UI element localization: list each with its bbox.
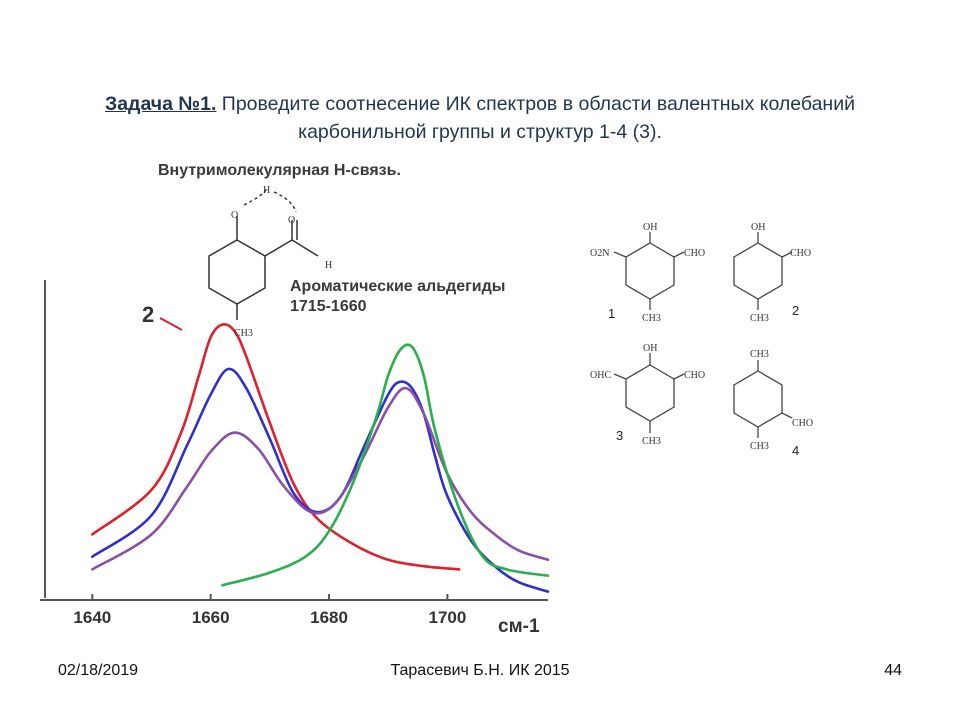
s4-bottom: CH3 xyxy=(750,441,769,452)
s3-right: CHO xyxy=(684,370,705,381)
s4-number: 4 xyxy=(792,443,799,458)
x-tick-label: 1680 xyxy=(310,608,348,627)
s2-number: 2 xyxy=(792,303,799,318)
structure-3: OH OHC CHO CH3 3 xyxy=(590,343,705,447)
title-text: Проведите соотнесение ИК спектров в обла… xyxy=(216,93,855,115)
s2-right: CHO xyxy=(790,248,811,259)
series-label-leader xyxy=(159,317,183,331)
spectrum-line-2 xyxy=(91,367,550,593)
s2-bottom: CH3 xyxy=(750,313,769,324)
s3-bottom: CH3 xyxy=(642,436,661,447)
hbond-o1-label: O xyxy=(231,210,238,221)
hbond-h2-label: H xyxy=(325,260,332,271)
structure-2: OH CHO CH3 2 xyxy=(733,222,811,324)
structure-1: OH O2N CHO CH3 1 xyxy=(590,222,705,324)
x-tick-label: 1700 xyxy=(428,608,466,627)
s3-left: OHC xyxy=(590,370,611,381)
hbond-o2-label: O xyxy=(288,215,295,226)
s1-bottom: CH3 xyxy=(642,313,661,324)
s4-right: CHO xyxy=(792,418,813,429)
series-label: 2 xyxy=(142,302,154,327)
s2-oh: OH xyxy=(751,222,765,233)
x-tick-label: 1660 xyxy=(192,608,230,627)
s3-oh: OH xyxy=(643,343,657,354)
footer-author: Тарасевич Б.Н. ИК 2015 xyxy=(390,662,570,679)
spectrum-line-1 xyxy=(91,322,461,571)
spectrum-line-3 xyxy=(91,386,550,571)
x-tick-label: 1640 xyxy=(73,608,111,627)
footer-page-number: 44 xyxy=(884,662,902,679)
s1-number: 1 xyxy=(608,306,615,321)
spectrum-line-4 xyxy=(221,343,550,587)
hbond-molecule xyxy=(208,189,319,320)
footer-date: 02/18/2019 xyxy=(58,662,139,679)
slide-title: Задача №1. Проведите соотнесение ИК спек… xyxy=(40,90,920,146)
s3-number: 3 xyxy=(616,428,623,443)
aldehyde-annotation: Ароматические альдегиды xyxy=(290,278,505,295)
hbond-ch3-label: CH3 xyxy=(234,328,253,339)
title-line2: карбонильной группы и структур 1-4 (3). xyxy=(298,121,662,143)
hbond-annotation: Внутримолекулярная Н-связь. xyxy=(158,162,401,179)
s1-oh: OH xyxy=(643,222,657,233)
s1-right: CHO xyxy=(684,248,705,259)
hbond-h-label: H xyxy=(263,185,270,196)
s1-left: O2N xyxy=(590,248,609,259)
s4-top: CH3 xyxy=(750,349,769,360)
aldehyde-range: 1715-1660 xyxy=(290,298,367,315)
task-label: Задача №1. xyxy=(105,93,217,115)
x-unit-label: см-1 xyxy=(498,616,540,637)
structure-4: CH3 CHO CH3 4 xyxy=(733,349,813,458)
